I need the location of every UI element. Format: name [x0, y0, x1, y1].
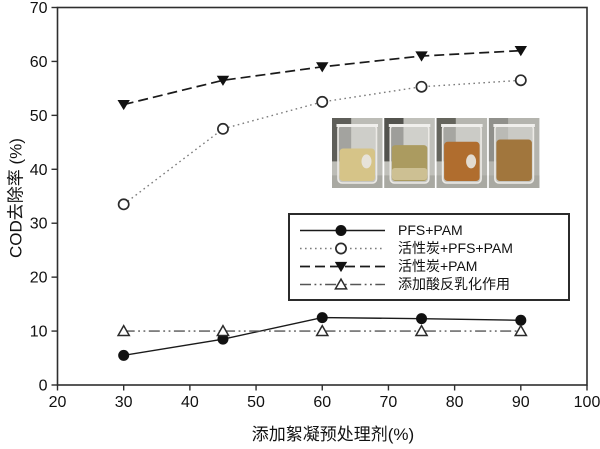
legend-label: 活性炭+PFS+PAM	[398, 239, 513, 256]
svg-text:70: 70	[380, 394, 398, 411]
x-axis-label: 添加絮凝预处理剂(%)	[251, 425, 415, 444]
svg-text:30: 30	[115, 394, 133, 411]
legend-item-ac-pam: 活性炭+PAM	[300, 257, 568, 275]
legend-label: 添加酸反乳化作用	[398, 275, 510, 292]
svg-text:30: 30	[30, 216, 48, 233]
svg-text:20: 20	[30, 270, 48, 287]
svg-text:0: 0	[39, 378, 48, 395]
svg-text:50: 50	[247, 394, 265, 411]
legend-item-pfs-pam: PFS+PAM	[300, 221, 568, 239]
inset-photo-beakers	[332, 118, 540, 188]
y-axis-label: COD去除率 (%)	[6, 138, 26, 258]
svg-text:100: 100	[574, 394, 600, 411]
svg-text:40: 40	[181, 394, 199, 411]
svg-text:10: 10	[30, 324, 48, 341]
svg-text:60: 60	[313, 394, 331, 411]
legend-line-sample-filled-circle-icon	[300, 224, 385, 236]
svg-text:40: 40	[30, 162, 48, 179]
svg-text:90: 90	[512, 394, 530, 411]
svg-text:70: 70	[30, 0, 48, 17]
svg-text:60: 60	[30, 54, 48, 71]
legend-line-sample-filled-triangle-icon	[300, 261, 385, 272]
legend-label: 活性炭+PAM	[398, 257, 478, 274]
svg-text:80: 80	[446, 394, 464, 411]
legend-label: PFS+PAM	[398, 221, 463, 238]
legend-item-ac-pfs-pam: 活性炭+PFS+PAM	[300, 239, 568, 257]
svg-text:20: 20	[49, 394, 67, 411]
legend-line-sample-open-triangle-icon	[300, 277, 385, 290]
svg-text:50: 50	[30, 108, 48, 125]
legend-item-acid-demulsification: 添加酸反乳化作用	[300, 275, 568, 293]
legend-line-sample-open-circle-icon	[300, 242, 385, 254]
legend: PFS+PAM 活性炭+PFS+PAM 活性炭+PAM 添加酸反乳化作用	[288, 213, 570, 301]
